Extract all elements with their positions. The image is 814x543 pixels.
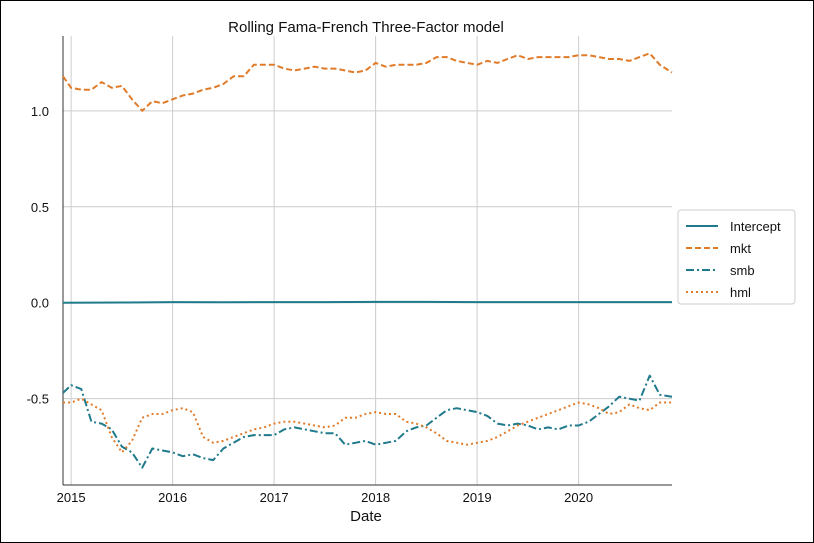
x-tick-label: 2020 bbox=[564, 490, 593, 505]
x-tick-label: 2017 bbox=[260, 490, 289, 505]
legend: Intercept mkt smb hml bbox=[677, 209, 796, 305]
legend-label-hml: hml bbox=[730, 285, 751, 300]
series-line-mkt bbox=[62, 52, 673, 112]
axis-layer: 2015 2016 2017 2018 2019 2020 -0.5 0.0 0.5 1.0 bbox=[27, 36, 672, 505]
x-tick-label: 2019 bbox=[463, 490, 492, 505]
grid-layer bbox=[63, 36, 672, 485]
legend-box bbox=[677, 209, 796, 305]
x-tick-label: 2016 bbox=[158, 490, 187, 505]
legend-label-intercept: Intercept bbox=[730, 219, 781, 234]
x-tick-label: 2015 bbox=[57, 490, 86, 505]
series-line-intercept bbox=[62, 300, 672, 304]
series-line-hml bbox=[63, 397, 672, 454]
chart-title: Rolling Fama-French Three-Factor model bbox=[228, 19, 504, 36]
y-tick-label: -0.5 bbox=[27, 392, 49, 407]
legend-label-smb: smb bbox=[730, 263, 755, 278]
legend-label-mkt: mkt bbox=[730, 241, 751, 256]
x-tick-label: 2018 bbox=[361, 490, 390, 505]
y-tick-label: 1.0 bbox=[31, 104, 49, 119]
series-layer bbox=[62, 52, 673, 469]
series-line-smb bbox=[62, 374, 673, 469]
y-tick-label: 0.5 bbox=[31, 200, 49, 215]
y-tick-label: 0.0 bbox=[31, 296, 49, 311]
x-axis-label: Date bbox=[350, 508, 382, 525]
